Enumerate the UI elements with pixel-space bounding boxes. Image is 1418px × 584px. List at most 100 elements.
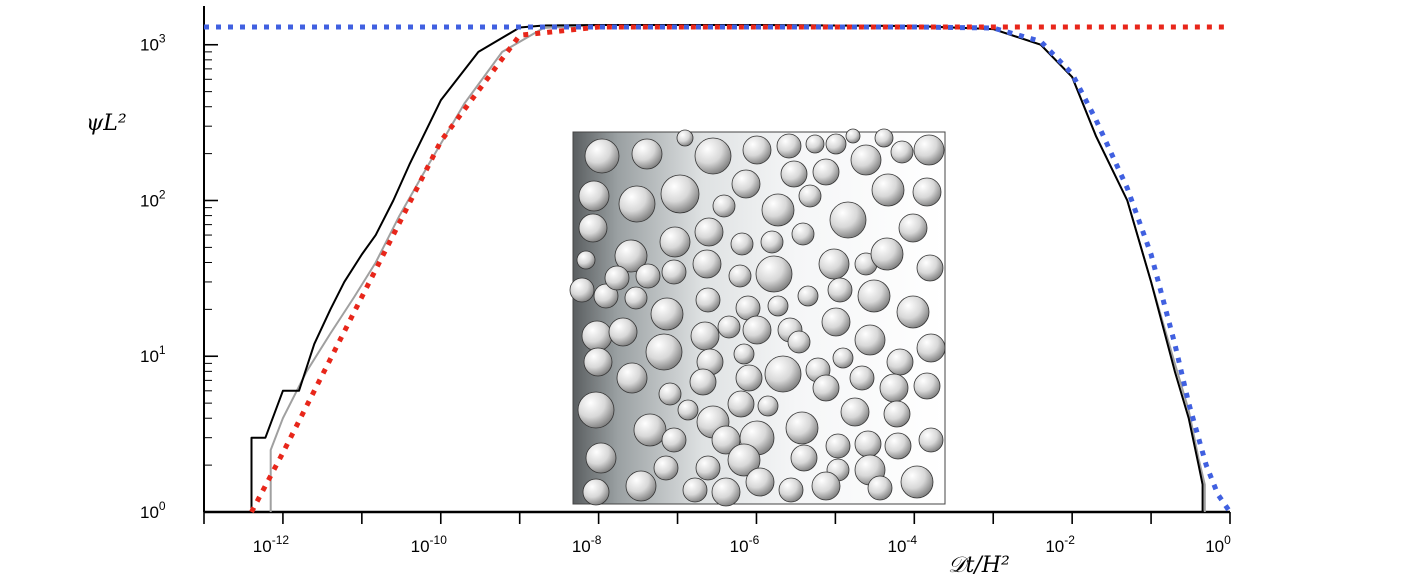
sphere — [755, 255, 793, 293]
sphere — [767, 295, 789, 317]
sphere — [761, 193, 795, 227]
sphere — [785, 411, 819, 445]
sphere — [658, 382, 682, 406]
sphere — [825, 433, 851, 459]
y-tick-label: 100 — [140, 499, 166, 522]
sphere — [614, 239, 648, 273]
sphere — [711, 477, 741, 507]
sphere — [913, 134, 945, 166]
sphere — [625, 470, 657, 502]
sphere — [585, 442, 617, 474]
sphere — [695, 287, 721, 313]
sphere — [821, 307, 851, 337]
sphere — [735, 364, 763, 392]
sphere — [840, 397, 870, 427]
sphere — [879, 373, 909, 403]
sphere — [578, 213, 608, 243]
sphere — [890, 140, 914, 164]
y-tick-label: 101 — [140, 343, 166, 366]
sphere — [874, 128, 894, 148]
sphere — [898, 213, 928, 243]
sphere — [916, 333, 946, 363]
x-tick-label: 10-12 — [253, 533, 290, 556]
inset-packed-spheres-image — [569, 128, 946, 507]
sphere — [659, 226, 691, 258]
sphere — [604, 265, 630, 291]
sphere — [760, 230, 784, 254]
sphere — [731, 169, 761, 199]
sphere — [867, 475, 893, 501]
sphere — [805, 134, 825, 154]
sphere — [854, 430, 882, 458]
sphere — [676, 129, 694, 147]
sphere — [577, 391, 615, 429]
sphere — [854, 324, 886, 356]
sphere — [582, 478, 610, 506]
sphere — [727, 390, 755, 418]
sphere — [616, 362, 648, 394]
sphere — [778, 477, 804, 503]
sphere — [733, 343, 755, 365]
sphere — [787, 330, 811, 354]
sphere — [631, 138, 663, 170]
x-axis-label: 𝒟t/H² — [948, 553, 1010, 578]
sphere — [717, 315, 741, 339]
sphere — [745, 467, 775, 497]
sphere — [857, 279, 891, 313]
sphere — [578, 180, 610, 212]
x-tick-label: 10-10 — [411, 533, 448, 556]
sphere — [742, 135, 772, 165]
sphere — [776, 133, 802, 159]
sphere — [633, 413, 667, 447]
series-layer — [204, 24, 1233, 514]
sphere — [913, 372, 941, 400]
sphere — [635, 263, 661, 289]
sphere — [790, 444, 818, 472]
x-tick-label: 10-6 — [730, 533, 760, 556]
sphere — [912, 177, 942, 207]
x-tick-label: 10-2 — [1045, 533, 1075, 556]
x-tick-label: 10-4 — [888, 533, 918, 556]
sphere — [712, 194, 736, 218]
sphere — [827, 277, 853, 303]
sphere — [624, 286, 648, 310]
sphere — [871, 173, 905, 207]
sphere — [818, 248, 850, 280]
sphere — [618, 185, 656, 223]
sphere — [900, 465, 934, 499]
x-tick-label: 100 — [1205, 533, 1231, 556]
sphere — [780, 160, 808, 188]
sphere — [870, 237, 904, 271]
sphere — [764, 355, 802, 393]
sphere — [645, 333, 683, 371]
sphere — [584, 138, 620, 174]
sphere — [849, 365, 875, 391]
sphere — [812, 374, 840, 402]
sphere — [845, 128, 861, 144]
sphere — [916, 254, 944, 282]
sphere — [883, 400, 911, 428]
sphere — [608, 317, 638, 347]
sphere — [682, 477, 708, 503]
sphere — [653, 455, 679, 481]
sphere — [850, 144, 882, 176]
sphere — [742, 315, 772, 345]
sphere — [576, 250, 596, 270]
sphere — [825, 133, 847, 155]
sphere — [811, 471, 841, 501]
sphere — [689, 368, 717, 396]
sphere — [832, 347, 854, 369]
y-tick-label: 102 — [140, 187, 166, 210]
sphere — [677, 399, 699, 421]
sphere — [757, 395, 779, 417]
sphere — [727, 443, 761, 477]
sphere — [695, 455, 721, 481]
y-ticks: 100 101 102 103 — [140, 32, 218, 522]
sphere — [650, 297, 684, 331]
series-line-dotted-red — [249, 24, 1230, 514]
sphere — [812, 158, 840, 186]
sphere — [581, 320, 613, 352]
sphere — [886, 348, 914, 376]
sphere — [797, 285, 819, 307]
